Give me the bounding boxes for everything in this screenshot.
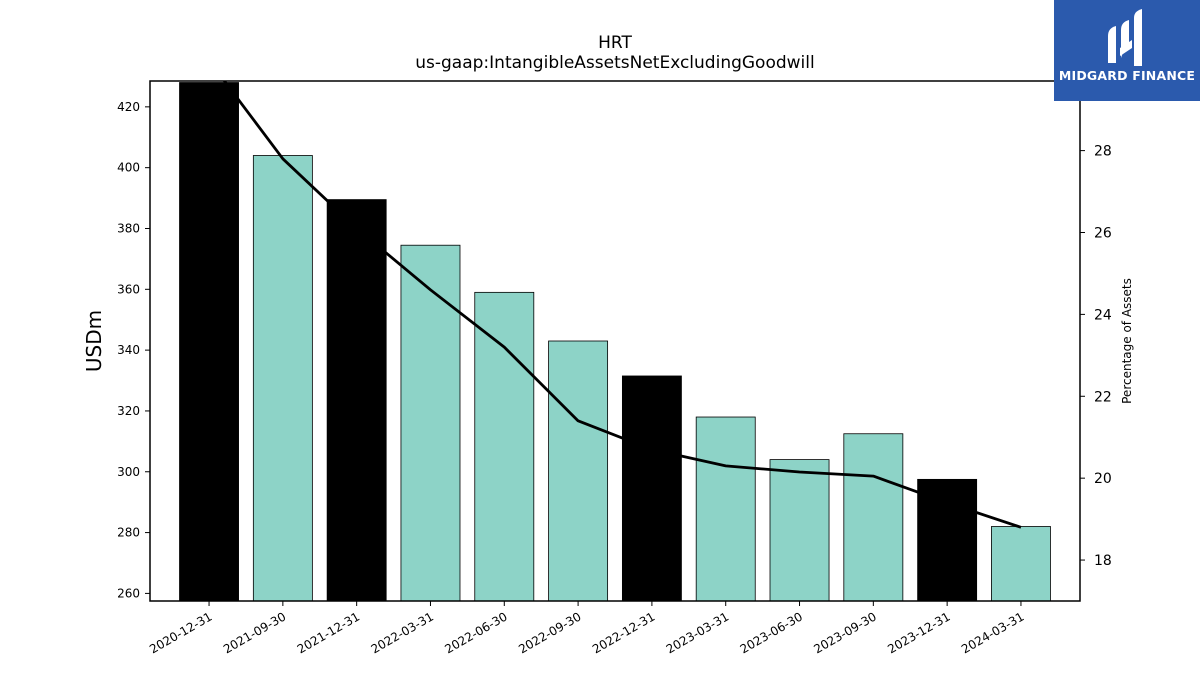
x-tick-label: 2021-09-30 (221, 609, 288, 656)
logo-mark-icon (1108, 9, 1142, 66)
x-tick-label: 2022-09-30 (516, 609, 583, 656)
y-tick-label: 420 (117, 100, 140, 114)
y-tick-label: 380 (117, 221, 140, 235)
x-tick-label: 2023-09-30 (811, 609, 878, 656)
bars-group (179, 82, 1051, 602)
x-tick-label: 2020-12-31 (147, 609, 214, 656)
bar-2022-06-30 (474, 291, 535, 602)
y-tick-label: 280 (117, 526, 140, 540)
bar-2023-03-31 (695, 416, 756, 602)
y-tick-label: 300 (117, 465, 140, 479)
y2-tick-label: 22 (1094, 389, 1112, 405)
bar-2023-09-30 (843, 433, 904, 602)
y2-tick-label: 24 (1094, 307, 1112, 323)
bar-2023-12-31 (917, 478, 978, 602)
x-tick-label: 2022-12-31 (590, 609, 657, 656)
x-tick-label: 2022-06-30 (442, 609, 509, 656)
bar-2022-12-31 (621, 375, 682, 602)
y-tick-label: 320 (117, 404, 140, 418)
bar-2024-03-31 (991, 526, 1051, 602)
y-tick-label: 260 (117, 586, 140, 600)
y2-tick-label: 28 (1094, 144, 1112, 160)
bar-2023-06-30 (769, 459, 830, 602)
y-tick-label: 360 (117, 282, 140, 296)
y-axis-label: USDm (82, 310, 106, 372)
x-tick-label: 2024-03-31 (959, 609, 1026, 656)
percentage-line (222, 81, 1022, 529)
y2-axis-label: Percentage of Assets (1120, 278, 1134, 404)
chart-subtitle: us-gaap:IntangibleAssetsNetExcludingGood… (415, 53, 814, 73)
x-tick-label: 2023-03-31 (664, 609, 731, 656)
y2-tick-label: 20 (1094, 471, 1112, 487)
x-tick-label: 2022-03-31 (369, 609, 436, 656)
midgard-finance-logo: MIDGARD FINANCE (1054, 0, 1200, 101)
x-tick-label: 2021-12-31 (295, 609, 362, 656)
y2-tick-label: 26 (1094, 225, 1112, 241)
x-tick-label: 2023-12-31 (885, 609, 952, 656)
y-tick-label: 340 (117, 343, 140, 357)
bar-2021-09-30 (252, 155, 313, 602)
y2-tick-label: 18 (1094, 553, 1112, 569)
y-tick-label: 400 (117, 161, 140, 175)
bar-2022-09-30 (548, 340, 609, 602)
bar-2020-12-31 (179, 82, 239, 602)
line-group (222, 81, 1022, 529)
plot-frame (149, 80, 1081, 602)
logo-text: MIDGARD FINANCE (1058, 68, 1196, 83)
chart-title: HRT (598, 33, 632, 53)
x-tick-label: 2023-06-30 (738, 609, 805, 656)
bar-2022-03-31 (400, 244, 461, 602)
bar-2021-12-31 (326, 199, 387, 602)
